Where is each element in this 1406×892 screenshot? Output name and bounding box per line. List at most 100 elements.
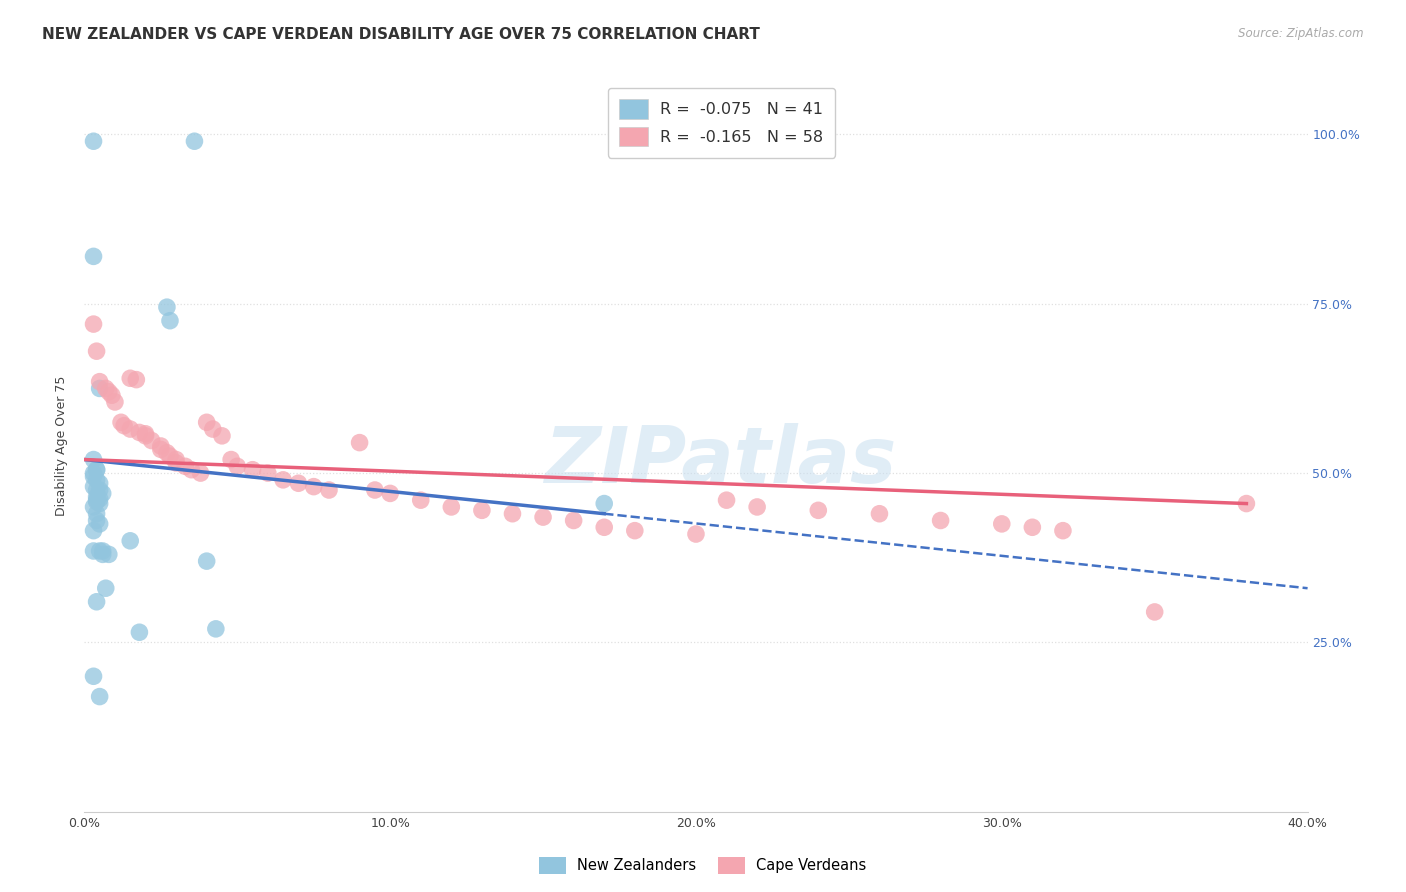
Point [287, 476, 309, 491]
Point [83, 544, 105, 558]
Point [165, 456, 187, 470]
Point [86, 595, 108, 609]
Point [1052, 524, 1074, 538]
Point [531, 510, 554, 524]
Point [89, 497, 111, 511]
Legend: R =  -0.075   N = 41, R =  -0.165   N = 58: R = -0.075 N = 41, R = -0.165 N = 58 [607, 88, 835, 158]
Point [86, 473, 108, 487]
Point [89, 476, 111, 491]
Point [869, 507, 891, 521]
Point [86, 514, 108, 528]
Point [1021, 520, 1043, 534]
Point [991, 516, 1014, 531]
Point [149, 439, 172, 453]
Point [257, 466, 280, 480]
Point [219, 452, 242, 467]
Point [83, 480, 105, 494]
Point [562, 514, 585, 528]
Point [91, 544, 114, 558]
Point [128, 425, 150, 440]
Y-axis label: Disability Age Over 75: Disability Age Over 75 [55, 376, 69, 516]
Point [165, 452, 187, 467]
Point [128, 625, 150, 640]
Point [183, 134, 205, 148]
Point [120, 533, 142, 548]
Point [110, 415, 132, 429]
Point [83, 469, 105, 483]
Point [89, 516, 111, 531]
Point [83, 249, 105, 263]
Point [807, 503, 830, 517]
Point [104, 395, 127, 409]
Point [89, 375, 111, 389]
Point [747, 500, 769, 514]
Point [716, 493, 738, 508]
Point [89, 381, 111, 395]
Point [195, 554, 218, 568]
Point [89, 483, 111, 497]
Point [120, 371, 142, 385]
Point [271, 473, 294, 487]
Point [86, 483, 108, 497]
Point [180, 463, 202, 477]
Point [1236, 497, 1258, 511]
Point [349, 435, 371, 450]
Point [159, 449, 181, 463]
Point [174, 459, 197, 474]
Point [685, 527, 707, 541]
Point [226, 459, 249, 474]
Point [205, 622, 228, 636]
Point [440, 500, 463, 514]
Point [201, 422, 224, 436]
Point [83, 500, 105, 514]
Point [86, 490, 108, 504]
Point [86, 494, 108, 508]
Point [83, 452, 105, 467]
Point [156, 300, 179, 314]
Point [83, 524, 105, 538]
Legend: New Zealanders, Cape Verdeans: New Zealanders, Cape Verdeans [534, 851, 872, 880]
Point [364, 483, 387, 497]
Point [112, 418, 135, 433]
Point [211, 429, 233, 443]
Point [94, 381, 117, 395]
Point [101, 388, 124, 402]
Text: NEW ZEALANDER VS CAPE VERDEAN DISABILITY AGE OVER 75 CORRELATION CHART: NEW ZEALANDER VS CAPE VERDEAN DISABILITY… [42, 27, 761, 42]
Point [89, 544, 111, 558]
Point [502, 507, 524, 521]
Point [86, 344, 108, 359]
Point [302, 480, 325, 494]
Point [195, 415, 218, 429]
Point [190, 466, 212, 480]
Point [91, 486, 114, 500]
Point [409, 493, 432, 508]
Point [471, 503, 494, 517]
Point [593, 497, 616, 511]
Point [929, 514, 952, 528]
Point [83, 466, 105, 480]
Point [159, 314, 181, 328]
Point [125, 373, 148, 387]
Point [624, 524, 647, 538]
Point [86, 463, 108, 477]
Point [89, 491, 111, 506]
Point [593, 520, 616, 534]
Point [91, 547, 114, 561]
Point [83, 669, 105, 683]
Point [83, 317, 105, 331]
Text: ZIPatlas: ZIPatlas [544, 423, 897, 499]
Point [135, 429, 157, 443]
Point [83, 134, 105, 148]
Point [156, 446, 179, 460]
Point [380, 486, 402, 500]
Point [97, 384, 120, 399]
Point [89, 690, 111, 704]
Text: Source: ZipAtlas.com: Source: ZipAtlas.com [1239, 27, 1364, 40]
Point [135, 426, 157, 441]
Point [242, 463, 264, 477]
Point [94, 581, 117, 595]
Point [86, 463, 108, 477]
Point [86, 493, 108, 508]
Point [141, 434, 163, 448]
Point [97, 547, 120, 561]
